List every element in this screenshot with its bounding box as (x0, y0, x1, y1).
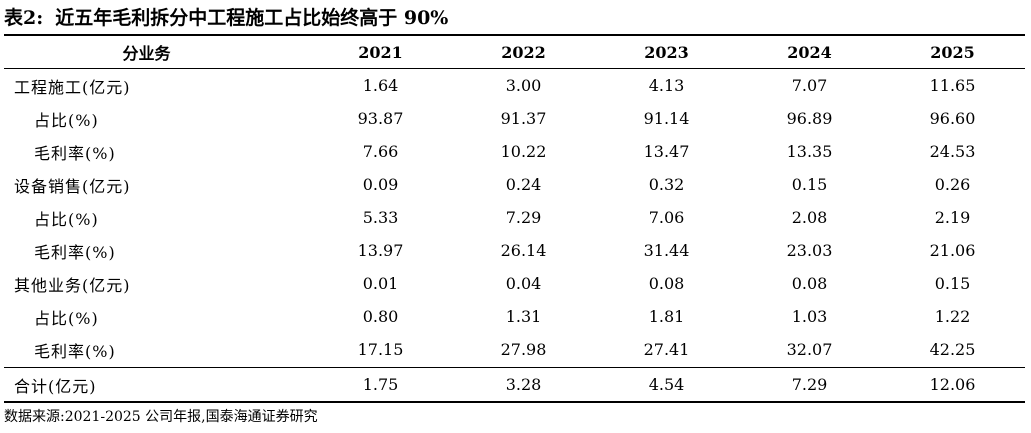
table-cell: 0.09 (362, 175, 399, 194)
table-title: 表2: 近五年毛利拆分中工程施工占比始终高于 90% (4, 4, 448, 32)
table-cell: 0.08 (648, 274, 685, 293)
table-cell: 21.06 (929, 241, 976, 260)
row-label: 设备销售(亿元) (14, 176, 131, 196)
table-cell: 42.25 (929, 340, 976, 359)
header-year-2022: 2022 (501, 42, 546, 62)
header-year-2023: 2023 (644, 42, 689, 62)
table-cell: 23.03 (786, 241, 833, 260)
total-cell: 12.06 (929, 375, 976, 394)
table-cell: 1.81 (648, 307, 685, 326)
table-cell: 17.15 (357, 340, 404, 359)
table-cell: 91.14 (643, 109, 690, 128)
table-row: 毛利率(%) 13.97 26.14 31.44 23.03 21.06 (4, 234, 1025, 267)
header-year-2024: 2024 (787, 42, 832, 62)
header-year-2025: 2025 (930, 42, 975, 62)
table-cell: 11.65 (929, 76, 976, 95)
table-cell: 3.00 (505, 76, 542, 95)
total-cell: 1.75 (362, 375, 399, 394)
total-cell: 7.29 (791, 375, 828, 394)
table-cell: 0.01 (362, 274, 399, 293)
table-cell: 96.89 (786, 109, 833, 128)
table-cell: 7.06 (648, 208, 685, 227)
row-label: 占比(%) (34, 209, 99, 229)
table-cell: 2.19 (934, 208, 971, 227)
total-cell: 4.54 (648, 375, 685, 394)
row-label: 毛利率(%) (34, 143, 116, 163)
table-cell: 10.22 (500, 142, 547, 161)
row-label: 毛利率(%) (34, 242, 116, 262)
table-cell: 26.14 (500, 241, 547, 260)
table-number: 表2: (4, 7, 44, 29)
table-cell: 0.15 (934, 274, 971, 293)
table-cell: 5.33 (362, 208, 399, 227)
table-cell: 0.32 (648, 175, 685, 194)
table-cell: 2.08 (791, 208, 828, 227)
top-rule (4, 34, 1025, 36)
table-cell: 1.03 (791, 307, 828, 326)
table-cell: 27.41 (643, 340, 690, 359)
total-label: 合计(亿元) (14, 376, 97, 396)
table-row: 设备销售(亿元) 0.09 0.24 0.32 0.15 0.26 (4, 168, 1025, 201)
table-cell: 0.08 (791, 274, 828, 293)
table-cell: 0.24 (505, 175, 542, 194)
source-note: 数据来源:2021-2025 公司年报,国泰海通证券研究 (4, 409, 318, 425)
table-cell: 93.87 (357, 109, 404, 128)
table-title-text: 近五年毛利拆分中工程施工占比始终高于 90% (55, 7, 449, 29)
table-row: 工程施工(亿元) 1.64 3.00 4.13 7.07 11.65 (4, 69, 1025, 102)
header-year-2021: 2021 (358, 42, 403, 62)
table-cell: 96.60 (929, 109, 976, 128)
table-cell: 32.07 (786, 340, 833, 359)
table-cell: 0.04 (505, 274, 542, 293)
table-cell: 1.22 (934, 307, 971, 326)
table-row: 占比(%) 5.33 7.29 7.06 2.08 2.19 (4, 201, 1025, 234)
row-label: 毛利率(%) (34, 341, 116, 361)
table-cell: 1.31 (505, 307, 542, 326)
table-cell: 24.53 (929, 142, 976, 161)
table-cell: 7.29 (505, 208, 542, 227)
row-label: 工程施工(亿元) (14, 77, 131, 97)
table-cell: 4.13 (648, 76, 685, 95)
table-row: 毛利率(%) 7.66 10.22 13.47 13.35 24.53 (4, 135, 1025, 168)
table-cell: 13.97 (357, 241, 404, 260)
table-cell: 13.35 (786, 142, 833, 161)
table-header: 分业务 2021 2022 2023 2024 2025 (4, 36, 1025, 68)
total-row: 合计(亿元) 1.75 3.28 4.54 7.29 12.06 (4, 368, 1025, 401)
row-label: 占比(%) (34, 110, 99, 130)
table-row: 占比(%) 0.80 1.31 1.81 1.03 1.22 (4, 300, 1025, 333)
total-cell: 3.28 (505, 375, 542, 394)
row-label: 其他业务(亿元) (14, 275, 131, 295)
table-cell: 7.07 (791, 76, 828, 95)
table-cell: 0.26 (934, 175, 971, 194)
table-row: 占比(%) 93.87 91.37 91.14 96.89 96.60 (4, 102, 1025, 135)
header-rule (4, 68, 1025, 69)
total-rule (4, 367, 1025, 368)
table-cell: 91.37 (500, 109, 547, 128)
table-cell: 13.47 (643, 142, 690, 161)
table-cell: 27.98 (500, 340, 547, 359)
table-cell: 7.66 (362, 142, 399, 161)
table-row: 其他业务(亿元) 0.01 0.04 0.08 0.08 0.15 (4, 267, 1025, 300)
table-row: 毛利率(%) 17.15 27.98 27.41 32.07 42.25 (4, 333, 1025, 366)
header-label: 分业务 (122, 44, 171, 63)
table-cell: 31.44 (643, 241, 690, 260)
table-cell: 1.64 (362, 76, 399, 95)
table-cell: 0.15 (791, 175, 828, 194)
table-cell: 0.80 (362, 307, 399, 326)
bottom-rule (4, 401, 1025, 403)
row-label: 占比(%) (34, 308, 99, 328)
